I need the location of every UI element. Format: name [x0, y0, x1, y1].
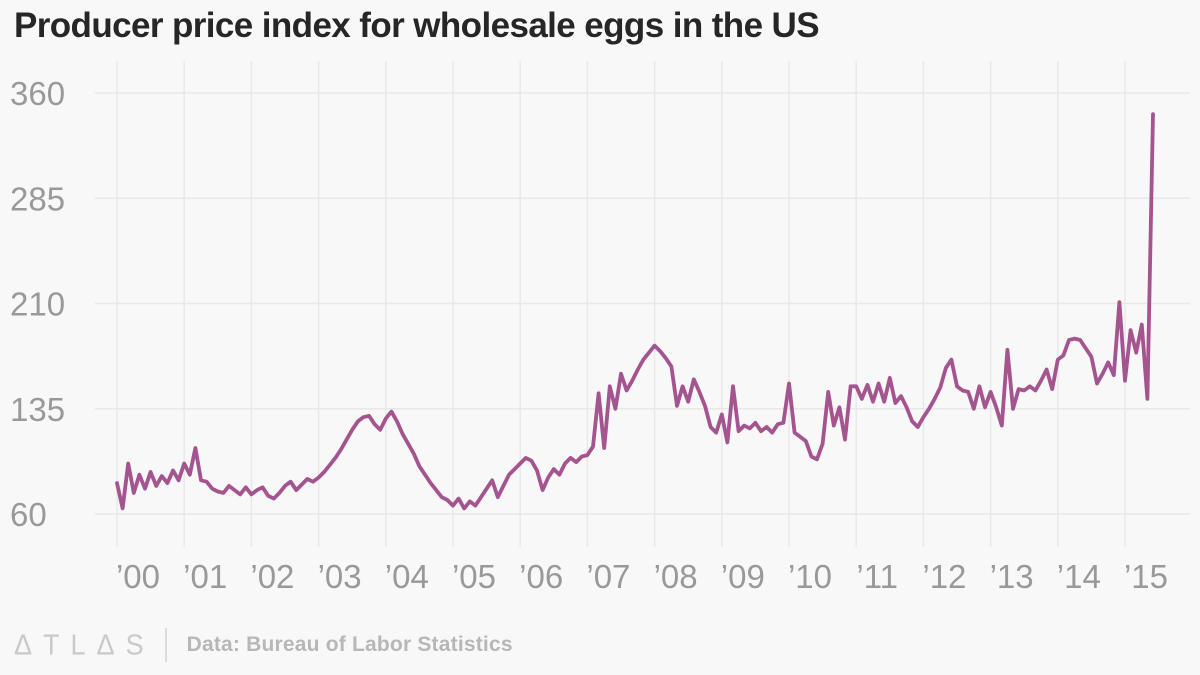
- chart-title: Producer price index for wholesale eggs …: [14, 6, 820, 45]
- y-axis-tick-label: 60: [10, 496, 47, 533]
- x-axis-tick-label: ’09: [721, 558, 765, 595]
- x-axis-tick-label: ’03: [318, 558, 362, 595]
- y-axis-tick-label: 135: [10, 391, 65, 428]
- footer-divider: [164, 628, 167, 662]
- x-axis-tick-label: ’13: [990, 558, 1034, 595]
- x-axis-tick-label: ’02: [250, 558, 294, 595]
- y-axis-tick-label: 360: [10, 75, 65, 112]
- ppi-eggs-line: [115, 112, 1155, 511]
- x-axis-tick-label: ’15: [1124, 558, 1168, 595]
- x-axis-tick-label: ’06: [519, 558, 563, 595]
- x-axis-tick-label: ’04: [385, 558, 429, 595]
- x-axis-tick-label: ’01: [183, 558, 227, 595]
- x-axis-tick-label: ’05: [452, 558, 496, 595]
- y-axis-tick-label: 285: [10, 180, 65, 217]
- x-axis-tick-label: ’11: [856, 558, 898, 595]
- x-axis-tick-label: ’07: [586, 558, 630, 595]
- y-axis-tick-label: 210: [10, 286, 65, 323]
- x-axis-tick-label: ’14: [1057, 558, 1101, 595]
- x-axis-tick-label: ’10: [788, 558, 832, 595]
- y-axis-labels: 360 285 210 135 60: [10, 75, 65, 533]
- x-axis-tick-label: ’12: [922, 558, 966, 595]
- x-axis-tick-label: ’08: [654, 558, 698, 595]
- x-axis-tick-label: ’00: [116, 558, 160, 595]
- y-gridlines: [95, 92, 1190, 515]
- footer: ΔTLΔS Data: Bureau of Labor Statistics: [14, 625, 513, 665]
- atlas-logo: ΔTLΔS: [14, 628, 155, 661]
- x-axis-labels: ’00 ’01 ’02 ’03 ’04 ’05 ’06 ’07 ’08 ’09 ’10 ’11 ’12 ’…: [116, 558, 1168, 595]
- data-source-label: Data: Bureau of Labor Statistics: [186, 633, 513, 656]
